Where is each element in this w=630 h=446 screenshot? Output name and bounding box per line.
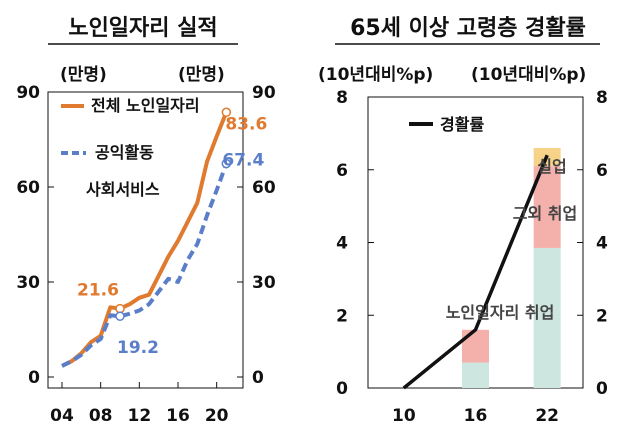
left-y-unit-left: (만명) [60, 65, 107, 85]
left-ytick-label-left: 0 [28, 368, 40, 388]
left-xtick-label: 12 [127, 406, 151, 426]
left-xtick-label: 20 [205, 406, 229, 426]
left-plot-frame [47, 91, 244, 389]
left-ytick-label-right: 30 [252, 273, 276, 293]
right-ytick-label-left: 0 [336, 379, 348, 399]
segment-label-senior-jobs: 노인일자리 취업 [446, 303, 555, 322]
right-participation-line [402, 154, 549, 390]
segment-label-unemployment: 실업 [537, 157, 566, 176]
right-ytick-label-right: 2 [596, 306, 608, 326]
right-ytick-label-left: 2 [336, 306, 348, 326]
right-chart-title: 65세 이상 고령층 경활률 [350, 16, 586, 41]
right-ytick-label-right: 8 [596, 88, 608, 108]
left-ytick-label-right: 0 [252, 368, 264, 388]
left-series-group [61, 111, 229, 368]
left-xtick-label: 04 [50, 406, 74, 426]
right-y-unit-left: (10년대비%p) [318, 65, 433, 85]
left-annotation-label: 21.6 [77, 281, 119, 301]
bar-0-segment-0 [462, 362, 489, 388]
left-annotation-label: 67.4 [222, 151, 264, 171]
right-ytick-label-right: 0 [596, 379, 608, 399]
bar-0-segment-1 [462, 329, 489, 363]
left-data-labels: 21.6 19.2 83.6 67.4 [77, 107, 267, 358]
left-y-ticks-left: 0 30 60 90 [16, 83, 54, 388]
left-annotation-marker [115, 311, 125, 321]
right-x-ticks: 10 16 22 [392, 406, 559, 426]
right-xtick-label: 10 [392, 406, 416, 426]
legend-label-total: 전체 노인일자리 [91, 96, 200, 115]
left-chart-title: 노인일자리 실적 [68, 16, 217, 41]
left-ytick-label-right: 90 [252, 83, 276, 103]
right-y-unit-right: (10년대비%p) [471, 65, 586, 85]
right-y-ticks-left: 0 2 4 6 8 [336, 88, 374, 399]
legend-label-public-line1: 공익활동 [95, 143, 154, 162]
left-legend: 전체 노인일자리 공익활동 사회서비스 [61, 96, 200, 199]
left-xtick-label: 16 [166, 406, 190, 426]
right-ytick-label-right: 4 [596, 234, 608, 254]
bar-1-segment-0 [533, 247, 561, 388]
left-annotation-label: 83.6 [225, 114, 267, 134]
legend-label-public-line2: 사회서비스 [86, 180, 160, 199]
left-annotation-marker [221, 158, 232, 169]
left-x-ticks: 04 08 12 16 20 [50, 382, 229, 426]
left-y-unit-right: (만명) [178, 65, 225, 85]
right-ytick-label-left: 8 [336, 88, 348, 108]
right-xtick-label: 22 [535, 406, 559, 426]
left-series-line-1 [61, 162, 229, 368]
right-ytick-label-left: 6 [336, 161, 348, 181]
right-ytick-label-left: 4 [336, 234, 348, 254]
right-ytick-label-right: 6 [596, 161, 608, 181]
left-series-line-0 [61, 111, 229, 368]
left-ytick-label-right: 60 [252, 178, 276, 198]
right-stacked-bars [462, 147, 561, 388]
right-segment-labels: 실업 그외 취업 노인일자리 취업 [446, 157, 578, 322]
left-ytick-label-left: 30 [16, 273, 40, 293]
right-legend: 경활률 [409, 115, 484, 134]
left-xtick-label: 08 [89, 406, 113, 426]
right-xtick-label: 16 [464, 406, 488, 426]
left-y-ticks-right: 0 30 60 90 [237, 83, 276, 388]
left-annotation-marker [221, 107, 232, 118]
segment-label-other-employment: 그외 취업 [513, 204, 577, 223]
right-line-group [402, 154, 549, 390]
left-ytick-label-left: 60 [16, 178, 40, 198]
left-annotation-label: 19.2 [117, 338, 159, 358]
left-ytick-label-left: 90 [16, 83, 40, 103]
right-y-ticks-right: 0 2 4 6 8 [577, 88, 608, 399]
left-annotation-marker [115, 303, 125, 314]
legend-label-participation: 경활률 [440, 115, 484, 134]
